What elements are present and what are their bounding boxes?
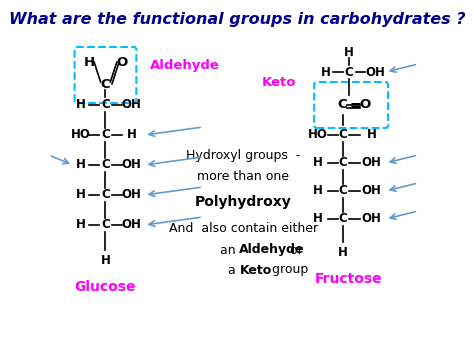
Text: C: C (338, 129, 347, 142)
Text: And  also contain either: And also contain either (169, 222, 318, 235)
Text: C: C (338, 157, 347, 169)
Text: H: H (100, 253, 110, 267)
Text: more than one: more than one (198, 170, 290, 184)
Text: Keto: Keto (239, 263, 272, 277)
Text: H: H (84, 55, 95, 69)
Text: OH: OH (362, 213, 382, 225)
Text: Aldehyde: Aldehyde (239, 244, 305, 257)
Text: C: C (338, 185, 347, 197)
Text: OH: OH (362, 157, 382, 169)
Text: O: O (360, 98, 371, 111)
Text: Aldehyde: Aldehyde (150, 59, 220, 71)
Text: Polyhydroxy: Polyhydroxy (195, 195, 292, 209)
Text: C: C (345, 66, 354, 78)
Text: O: O (116, 55, 128, 69)
Text: What are the functional groups in carbohydrates ?: What are the functional groups in carboh… (9, 12, 465, 27)
Text: or: or (283, 244, 303, 257)
Text: H: H (313, 157, 323, 169)
Text: group: group (264, 263, 308, 277)
Text: C: C (100, 78, 110, 92)
Text: H: H (313, 185, 323, 197)
Text: C: C (101, 129, 110, 142)
Text: H: H (76, 189, 86, 202)
Text: Keto: Keto (262, 76, 296, 88)
Text: C: C (101, 158, 110, 171)
Text: H: H (127, 129, 137, 142)
Text: H: H (76, 98, 86, 111)
Text: Glucose: Glucose (75, 280, 136, 294)
Text: HO: HO (308, 129, 328, 142)
Text: HO: HO (71, 129, 91, 142)
Text: C: C (338, 98, 347, 111)
Text: H: H (367, 129, 377, 142)
Text: OH: OH (365, 66, 385, 78)
Text: H: H (344, 45, 354, 59)
Text: C: C (101, 98, 110, 111)
Text: =: = (349, 98, 362, 113)
Text: H: H (321, 66, 331, 78)
Text: H: H (76, 218, 86, 231)
Text: C: C (101, 218, 110, 231)
Text: H: H (313, 213, 323, 225)
Text: C: C (338, 213, 347, 225)
Text: OH: OH (121, 218, 141, 231)
Text: H: H (76, 158, 86, 171)
Text: OH: OH (362, 185, 382, 197)
Text: C: C (101, 189, 110, 202)
Text: Fructose: Fructose (315, 272, 383, 286)
Text: a: a (228, 263, 239, 277)
Text: an: an (220, 244, 239, 257)
Text: Hydroxyl groups  -: Hydroxyl groups - (186, 148, 301, 162)
Text: OH: OH (121, 189, 141, 202)
Text: OH: OH (121, 98, 141, 111)
Text: H: H (337, 246, 347, 258)
Text: OH: OH (121, 158, 141, 171)
